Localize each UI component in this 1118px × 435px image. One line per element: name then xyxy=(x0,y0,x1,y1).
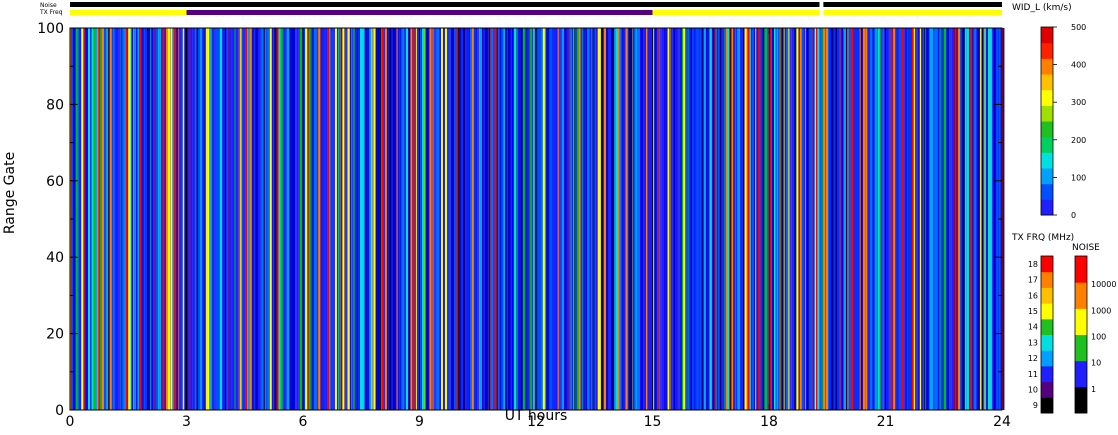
noise-bar xyxy=(70,2,1002,7)
data-cells xyxy=(70,28,1005,410)
txfreq-bar-segment xyxy=(652,10,820,15)
txfreq-bar-label: TX Freq xyxy=(39,9,63,16)
txfreq-bar xyxy=(70,10,1002,15)
txfreq-bar-segment xyxy=(70,10,187,15)
txfreq-bar-segment xyxy=(186,10,653,15)
plot-area xyxy=(69,27,1005,411)
txfreq-bar-segment xyxy=(823,10,1002,15)
noise-bar-label: Noise xyxy=(40,2,57,9)
noise-bar-segment xyxy=(70,2,820,7)
noise-bar-segment xyxy=(823,2,1002,7)
